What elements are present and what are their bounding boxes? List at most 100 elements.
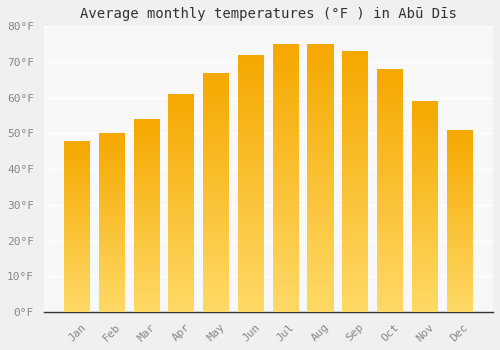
Bar [308, 119, 334, 125]
Bar [238, 256, 264, 260]
Bar [412, 127, 438, 131]
Bar [342, 56, 368, 62]
Bar [308, 205, 334, 210]
Bar [168, 225, 194, 229]
Bar [134, 235, 160, 239]
Bar [203, 77, 229, 82]
Bar [377, 234, 403, 239]
Bar [308, 71, 334, 76]
Bar [64, 260, 90, 264]
Bar [238, 199, 264, 204]
Bar [272, 103, 299, 108]
Bar [64, 230, 90, 233]
Bar [134, 277, 160, 281]
Bar [168, 299, 194, 303]
Bar [412, 282, 438, 287]
Bar [203, 264, 229, 269]
Bar [238, 219, 264, 225]
Bar [99, 183, 125, 187]
Bar [342, 250, 368, 254]
Bar [377, 288, 403, 293]
Bar [99, 298, 125, 301]
Bar [238, 153, 264, 158]
Bar [342, 135, 368, 140]
Bar [412, 114, 438, 118]
Bar [238, 292, 264, 296]
Bar [168, 290, 194, 294]
Bar [203, 197, 229, 202]
Bar [377, 186, 403, 190]
Bar [446, 290, 472, 294]
Bar [272, 226, 299, 232]
Bar [168, 268, 194, 273]
Bar [99, 155, 125, 159]
Bar [308, 92, 334, 98]
Bar [412, 122, 438, 127]
Bar [238, 204, 264, 209]
Bar [377, 249, 403, 254]
Bar [272, 65, 299, 71]
Bar [168, 138, 194, 142]
Bar [99, 244, 125, 248]
Bar [342, 140, 368, 145]
Bar [377, 220, 403, 225]
Bar [272, 205, 299, 210]
Bar [308, 60, 334, 65]
Bar [99, 137, 125, 141]
Bar [99, 194, 125, 198]
Bar [99, 230, 125, 233]
Bar [203, 82, 229, 87]
Bar [446, 228, 472, 232]
Bar [99, 166, 125, 169]
Bar [238, 178, 264, 183]
Bar [412, 206, 438, 211]
Bar [203, 240, 229, 245]
Bar [272, 216, 299, 221]
Bar [134, 258, 160, 262]
Bar [446, 192, 472, 195]
Bar [134, 300, 160, 304]
Bar [446, 137, 472, 141]
Bar [412, 253, 438, 257]
Bar [99, 144, 125, 148]
Bar [272, 44, 299, 49]
Bar [412, 139, 438, 144]
Bar [99, 269, 125, 273]
Bar [134, 239, 160, 243]
Bar [99, 133, 125, 137]
Bar [412, 270, 438, 274]
Bar [168, 233, 194, 238]
Bar [412, 152, 438, 156]
Bar [446, 148, 472, 152]
Bar [64, 237, 90, 240]
Bar [203, 254, 229, 259]
Bar [203, 130, 229, 135]
Bar [203, 236, 229, 240]
Bar [64, 278, 90, 281]
Bar [64, 288, 90, 292]
Bar [446, 181, 472, 184]
Bar [203, 73, 229, 77]
Bar [272, 274, 299, 280]
Bar [99, 294, 125, 298]
Bar [238, 266, 264, 271]
Bar [99, 305, 125, 308]
Bar [446, 272, 472, 275]
Bar [64, 141, 90, 144]
Bar [342, 281, 368, 286]
Bar [99, 284, 125, 287]
Bar [412, 211, 438, 215]
Bar [99, 205, 125, 208]
Bar [412, 291, 438, 295]
Bar [168, 116, 194, 120]
Bar [412, 266, 438, 270]
Bar [64, 199, 90, 202]
Bar [308, 258, 334, 264]
Bar [377, 298, 403, 302]
Bar [446, 304, 472, 308]
Bar [342, 239, 368, 244]
Bar [446, 130, 472, 133]
Bar [412, 287, 438, 291]
Bar [412, 274, 438, 278]
Bar [238, 101, 264, 106]
